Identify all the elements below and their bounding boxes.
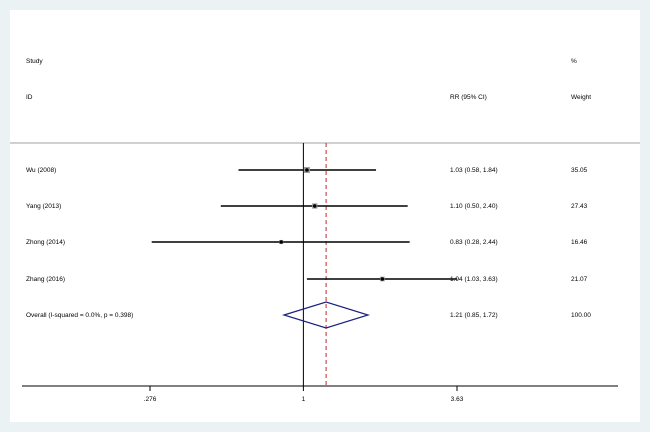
study-name: Yang (2013) <box>26 203 61 210</box>
study-name: Wu (2008) <box>26 167 56 174</box>
study-weight: 21.07 <box>571 276 588 283</box>
study-weight: 35.05 <box>571 167 588 174</box>
study-ci-text: 0.83 (0.28, 2.44) <box>450 239 498 246</box>
study-weight: 16.46 <box>571 239 588 246</box>
study-ci-text: 1.94 (1.03, 3.63) <box>450 276 498 283</box>
x-tick-label: 1 <box>302 396 306 403</box>
plot-area-background <box>10 10 640 422</box>
header-weight-percent: % <box>571 58 577 65</box>
point-estimate <box>305 168 309 172</box>
study-row: Wu (2008) 1.03 (0.58, 1.84) 35.05 <box>26 167 588 174</box>
overall-label: Overall (I-squared = 0.0%, p = 0.398) <box>26 312 133 319</box>
x-tick-label: 3.63 <box>451 396 464 403</box>
overall-ci-text: 1.21 (0.85, 1.72) <box>450 312 498 319</box>
header-study-label: Study <box>26 58 43 65</box>
x-tick-label: .276 <box>144 396 157 403</box>
point-estimate <box>312 204 317 208</box>
x-axis-ticks: .276 1 3.63 <box>144 386 464 403</box>
overall-weight: 100.00 <box>571 312 591 319</box>
study-weight: 27.43 <box>571 203 588 210</box>
point-estimate <box>380 277 385 281</box>
study-ci-text: 1.03 (0.58, 1.84) <box>450 167 498 174</box>
study-row: Yang (2013) 1.10 (0.50, 2.40) 27.43 <box>26 203 588 210</box>
study-ci-text: 1.10 (0.50, 2.40) <box>450 203 498 210</box>
header-id-label: ID <box>26 94 33 101</box>
header-weight-label: Weight <box>571 94 591 101</box>
overall-diamond <box>281 301 371 329</box>
overall-row: Overall (I-squared = 0.0%, p = 0.398) 1.… <box>26 301 591 329</box>
study-row: Zhong (2014) 0.83 (0.28, 2.44) 16.46 <box>26 239 588 246</box>
study-name: Zhong (2014) <box>26 239 65 246</box>
study-name: Zhang (2016) <box>26 276 65 283</box>
study-row: Zhang (2016) 1.94 (1.03, 3.63) 21.07 <box>26 276 588 283</box>
header-effect-label: RR (95% CI) <box>450 94 487 101</box>
point-estimate <box>279 240 283 244</box>
